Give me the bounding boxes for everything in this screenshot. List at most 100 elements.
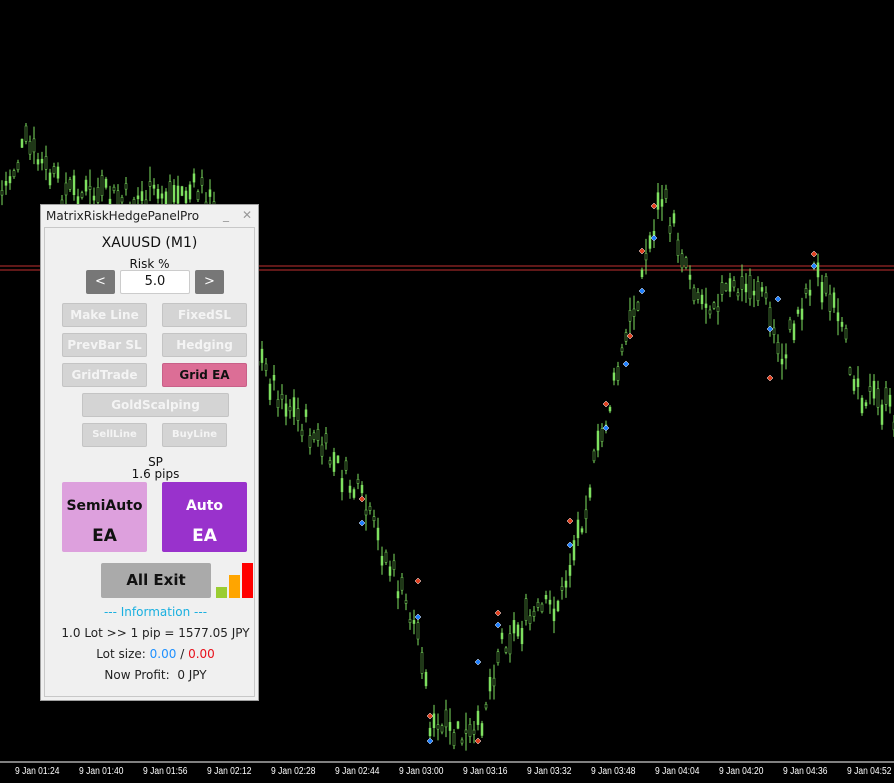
information-header: --- Information --- xyxy=(103,605,208,619)
candle-body xyxy=(516,624,520,637)
candle-body xyxy=(80,192,84,198)
profit-label: Now Profit: xyxy=(104,668,170,682)
buy-arrow-icon xyxy=(414,613,422,621)
candle-body xyxy=(96,187,100,203)
risk-input[interactable]: 5.0 xyxy=(120,270,190,294)
candle-body xyxy=(400,577,404,591)
trade-markers xyxy=(358,202,818,745)
candle-body xyxy=(512,620,516,634)
buy-arrow-icon xyxy=(622,360,630,368)
candle-body xyxy=(600,428,604,442)
candle-body xyxy=(20,138,24,148)
sell-line-button[interactable]: SellLine xyxy=(82,423,147,447)
candle-body xyxy=(524,598,528,621)
candle-body xyxy=(260,348,264,363)
candle-body xyxy=(888,394,892,407)
semiauto-ea-label: EA xyxy=(92,526,117,546)
candle-body xyxy=(104,178,108,188)
candle-body xyxy=(632,308,636,317)
candle-body xyxy=(444,709,448,728)
candle-body xyxy=(392,560,396,570)
candle-body xyxy=(656,192,660,210)
candle-body xyxy=(740,276,744,290)
candle-body xyxy=(360,484,364,494)
buy-arrow-icon xyxy=(774,295,782,303)
minimize-button[interactable]: _ xyxy=(223,208,229,222)
candle-body xyxy=(440,725,444,733)
time-axis-label: 9 Jan 02:12 xyxy=(207,766,252,777)
candle-body xyxy=(548,599,552,605)
time-axis-label: 9 Jan 04:04 xyxy=(655,766,700,777)
candle-body xyxy=(664,188,668,199)
close-button[interactable]: ✕ xyxy=(242,208,253,222)
candle-body xyxy=(560,586,564,591)
hedging-button[interactable]: Hedging xyxy=(162,333,247,357)
candle-body xyxy=(540,603,544,612)
candle-body xyxy=(208,189,212,197)
candle-body xyxy=(152,184,156,189)
candle-body xyxy=(500,632,504,640)
auto-label: Auto xyxy=(185,498,224,514)
candle-body xyxy=(532,610,536,617)
spread-value: 1.6 pips xyxy=(131,467,180,481)
candles xyxy=(0,122,894,751)
time-axis-label: 9 Jan 03:32 xyxy=(527,766,572,777)
candle-body xyxy=(528,615,532,624)
candle-body xyxy=(780,358,784,365)
all-exit-button[interactable]: All Exit xyxy=(101,563,211,598)
candle-body xyxy=(32,138,36,153)
candle-body xyxy=(844,328,848,340)
gold-scalping-button[interactable]: GoldScalping xyxy=(82,393,229,417)
sell-arrow-icon xyxy=(426,712,434,720)
candle-body xyxy=(752,290,756,296)
sell-arrow-icon xyxy=(474,737,482,745)
candle-body xyxy=(816,262,820,278)
candle-body xyxy=(404,600,408,604)
make-line-button[interactable]: Make Line xyxy=(62,303,147,327)
grid-ea-button[interactable]: Grid EA xyxy=(162,363,247,387)
buy-line-button[interactable]: BuyLine xyxy=(162,423,227,447)
candle-body xyxy=(692,287,696,302)
candle-body xyxy=(864,402,868,406)
semiauto-ea-button[interactable]: SemiAuto EA xyxy=(62,482,147,552)
candle-body xyxy=(56,166,60,179)
candle-body xyxy=(52,166,56,174)
risk-decrease-button[interactable]: < xyxy=(86,270,115,294)
candle-body xyxy=(576,519,580,539)
candle-body xyxy=(784,354,788,359)
signal-strength-icon xyxy=(216,563,256,599)
candle-body xyxy=(0,190,4,196)
candle-body xyxy=(168,181,172,205)
profit-value: 0 JPY xyxy=(177,668,207,682)
candle-body xyxy=(584,509,588,520)
sell-arrow-icon xyxy=(638,247,646,255)
auto-ea-button[interactable]: Auto EA xyxy=(162,482,247,552)
time-axis-label: 9 Jan 01:56 xyxy=(143,766,188,777)
risk-increase-button[interactable]: > xyxy=(195,270,224,294)
prevbar-sl-button[interactable]: PrevBar SL xyxy=(62,333,147,357)
candle-body xyxy=(384,551,388,563)
candle-body xyxy=(68,179,72,190)
candle-body xyxy=(568,565,572,576)
candle-body xyxy=(340,478,344,493)
candle-body xyxy=(480,723,484,736)
grid-trade-button[interactable]: GridTrade xyxy=(62,363,147,387)
candle-body xyxy=(556,600,560,612)
candle-body xyxy=(536,601,540,608)
candle-body xyxy=(824,276,828,294)
candle-body xyxy=(292,397,296,417)
candle-body xyxy=(376,527,380,541)
auto-ea-label: EA xyxy=(192,526,217,546)
fixed-sl-button[interactable]: FixedSL xyxy=(162,303,247,327)
time-axis-label: 9 Jan 03:16 xyxy=(463,766,508,777)
candle-body xyxy=(684,257,688,268)
candle-body xyxy=(728,278,732,292)
candle-body xyxy=(16,162,20,171)
candle-body xyxy=(876,388,880,408)
candle-body xyxy=(476,710,480,725)
candle-body xyxy=(880,404,884,425)
candle-body xyxy=(348,485,352,493)
candle-body xyxy=(680,253,684,269)
buy-arrow-icon xyxy=(474,658,482,666)
